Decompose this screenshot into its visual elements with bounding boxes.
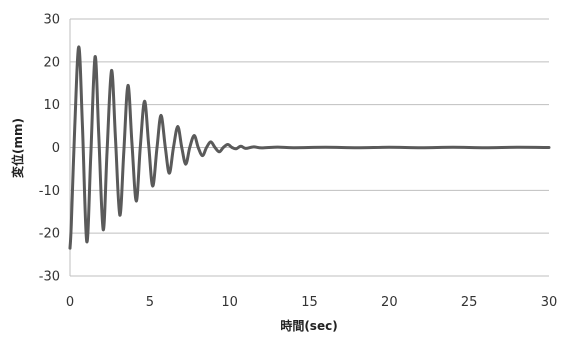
- x-tick-label: 30: [541, 295, 558, 310]
- x-axis-title: 時間(sec): [280, 318, 337, 333]
- series-layer: [68, 45, 551, 250]
- y-tick-label: 20: [43, 55, 60, 70]
- y-axis-title: 変位(mm): [10, 118, 25, 178]
- x-tick-label: 5: [146, 295, 154, 310]
- y-tick-label: 30: [43, 13, 60, 28]
- x-tick-label: 20: [381, 295, 398, 310]
- x-tick-label: 25: [461, 295, 478, 310]
- tick-labels: -30 -20 -10 0 10 20 30 0 5 10 15 20 25 30: [39, 13, 558, 311]
- y-tick-label: -10: [39, 184, 60, 199]
- y-tick-label: 10: [43, 98, 60, 113]
- x-tick-label: 0: [66, 295, 74, 310]
- x-tick-label: 10: [221, 295, 238, 310]
- displacement-series-line: [68, 45, 551, 250]
- y-tick-label: -20: [39, 227, 60, 242]
- x-tick-label: 15: [301, 295, 318, 310]
- y-tick-label: -30: [39, 270, 60, 285]
- y-tick-label: 0: [52, 141, 60, 156]
